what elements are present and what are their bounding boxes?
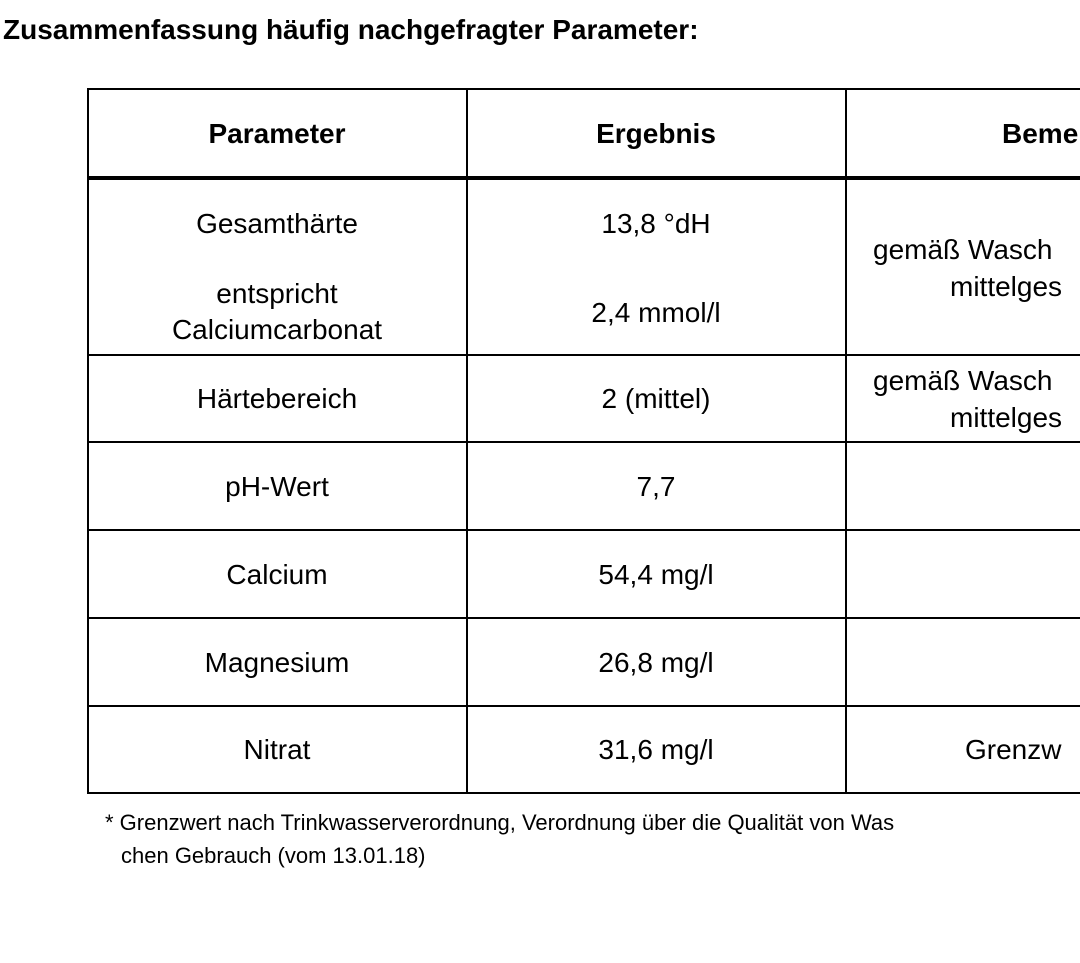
- row-divider: [87, 705, 1080, 707]
- cell-parameter: Härtebereich: [196, 383, 358, 414]
- cell-parameter: pH-Wert: [225, 471, 329, 502]
- cell-remark: mittelges: [950, 271, 1063, 302]
- cell-parameter: Magnesium: [204, 647, 350, 678]
- cell-result: 31,6 mg/l: [598, 734, 714, 765]
- cell-result: 26,8 mg/l: [598, 647, 714, 678]
- footnote-line: * Grenzwert nach Trinkwasserverordnung, …: [105, 810, 895, 835]
- cell-remark: gemäß Wasch: [873, 234, 1053, 265]
- cell-result: 54,4 mg/l: [598, 559, 714, 590]
- table-border-top: [87, 88, 1080, 90]
- header-result: Ergebnis: [596, 118, 716, 149]
- header-parameter: Parameter: [208, 118, 346, 149]
- header-remark: Beme: [1002, 118, 1079, 149]
- cell-result: 7,7: [636, 471, 676, 502]
- column-divider: [845, 88, 847, 794]
- cell-remark: gemäß Wasch: [873, 365, 1053, 396]
- cell-parameter: Gesamthärte: [196, 208, 358, 239]
- cell-parameter: Calciumcarbonat: [171, 314, 383, 345]
- cell-parameter: entspricht: [216, 278, 338, 309]
- cell-result: 2,4 mmol/l: [591, 297, 721, 328]
- header-divider: [87, 176, 1080, 180]
- column-divider: [466, 88, 468, 794]
- row-divider: [87, 354, 1080, 356]
- cell-result: 2 (mittel): [601, 383, 711, 414]
- column-divider: [87, 88, 89, 794]
- cell-result: 13,8 °dH: [601, 208, 711, 239]
- row-divider: [87, 441, 1080, 443]
- cell-remark: mittelges: [950, 402, 1063, 433]
- table-border-bottom: [87, 792, 1080, 794]
- footnote-line: chen Gebrauch (vom 13.01.18): [121, 843, 426, 868]
- cell-parameter: Calcium: [226, 559, 328, 590]
- cell-remark: Grenzw: [965, 734, 1062, 765]
- row-divider: [87, 617, 1080, 619]
- page-title: Zusammenfassung häufig nachgefragter Par…: [3, 14, 699, 45]
- cell-parameter: Nitrat: [243, 734, 311, 765]
- row-divider: [87, 529, 1080, 531]
